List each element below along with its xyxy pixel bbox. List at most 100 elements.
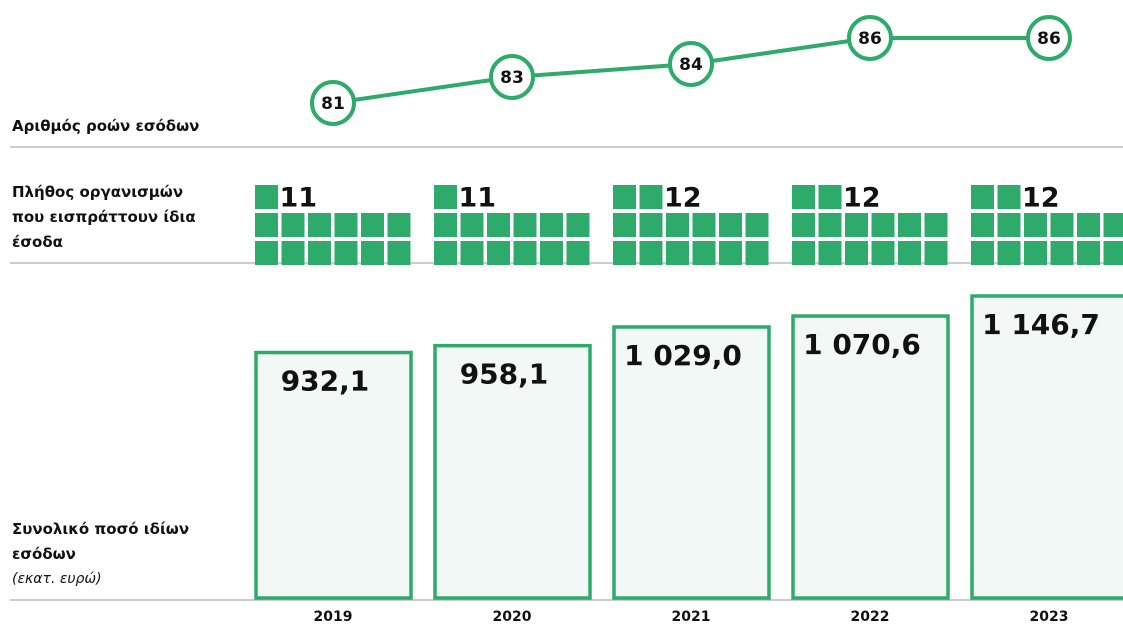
data-label: 86 xyxy=(858,29,882,49)
data-label: 1 070,6 xyxy=(803,328,921,361)
square xyxy=(898,241,921,265)
square xyxy=(792,241,815,265)
square xyxy=(692,241,716,265)
square xyxy=(898,213,921,237)
x-tick-label: 2023 xyxy=(1030,609,1069,625)
waffle xyxy=(613,185,769,265)
square xyxy=(613,213,636,237)
data-label: 84 xyxy=(679,55,703,75)
square xyxy=(666,213,689,237)
square xyxy=(719,241,742,265)
square xyxy=(745,241,769,265)
square xyxy=(513,241,537,265)
square xyxy=(513,213,537,237)
square xyxy=(924,241,948,265)
square xyxy=(434,185,457,209)
x-tick-label: 2021 xyxy=(672,609,711,625)
square xyxy=(719,213,742,237)
square xyxy=(639,185,663,209)
data-label: 1 029,0 xyxy=(624,339,742,372)
square xyxy=(434,241,457,265)
square xyxy=(971,213,994,237)
square xyxy=(818,185,842,209)
square xyxy=(792,185,815,209)
square xyxy=(971,241,994,265)
data-label: 11 xyxy=(280,183,318,214)
square xyxy=(997,213,1021,237)
square xyxy=(566,241,590,265)
square xyxy=(387,213,411,237)
square xyxy=(281,213,305,237)
row-label: Αριθμός ροών εσόδων xyxy=(12,117,200,135)
square xyxy=(434,213,457,237)
data-label: 86 xyxy=(1037,29,1061,49)
square xyxy=(997,241,1021,265)
square xyxy=(692,213,716,237)
square xyxy=(540,213,563,237)
data-label: 1 146,7 xyxy=(982,308,1100,341)
square xyxy=(361,241,384,265)
square xyxy=(361,213,384,237)
point xyxy=(489,54,535,100)
square xyxy=(540,241,563,265)
square xyxy=(255,185,278,209)
square xyxy=(308,241,331,265)
waffle xyxy=(971,185,1123,265)
square xyxy=(845,241,868,265)
waffle xyxy=(434,185,590,265)
square xyxy=(566,213,590,237)
square xyxy=(1050,241,1074,265)
square xyxy=(281,241,305,265)
square xyxy=(613,241,636,265)
x-tick-label: 2022 xyxy=(851,609,890,625)
square xyxy=(334,241,358,265)
square xyxy=(666,241,689,265)
bar xyxy=(791,314,950,600)
row-label: Πλήθος οργανισμών που εισπράττουν ίδια έ… xyxy=(12,183,196,251)
square xyxy=(924,213,948,237)
bar xyxy=(433,343,592,600)
data-label: 81 xyxy=(321,94,345,114)
data-label: 12 xyxy=(664,183,702,214)
square xyxy=(308,213,331,237)
square xyxy=(613,185,636,209)
x-tick-label: 2019 xyxy=(314,609,353,625)
bar xyxy=(254,350,413,600)
square xyxy=(792,213,815,237)
x-tick-label: 2020 xyxy=(493,609,532,625)
square xyxy=(255,241,278,265)
square xyxy=(971,185,994,209)
square xyxy=(818,213,842,237)
data-label: 83 xyxy=(500,68,524,88)
square xyxy=(460,213,484,237)
square xyxy=(745,213,769,237)
square xyxy=(460,241,484,265)
square xyxy=(1024,241,1047,265)
square xyxy=(1103,241,1123,265)
point xyxy=(310,80,356,126)
row-label: Συνολικό ποσό ιδίων εσόδων xyxy=(12,520,190,563)
square xyxy=(487,241,510,265)
row-sublabel: (εκατ. ευρώ) xyxy=(12,571,102,587)
data-label: 12 xyxy=(1022,183,1060,214)
square xyxy=(1077,213,1100,237)
square xyxy=(1024,213,1047,237)
data-label: 12 xyxy=(843,183,881,214)
data-label: 958,1 xyxy=(460,358,549,391)
waffle xyxy=(255,185,411,265)
data-label: 11 xyxy=(459,183,497,214)
bar xyxy=(970,294,1123,600)
square xyxy=(871,241,895,265)
square xyxy=(871,213,895,237)
square xyxy=(334,213,358,237)
waffle xyxy=(792,185,948,265)
square xyxy=(639,213,663,237)
bar xyxy=(612,325,771,600)
square xyxy=(1103,213,1123,237)
point xyxy=(668,41,714,87)
square xyxy=(387,241,411,265)
square xyxy=(639,241,663,265)
square xyxy=(1077,241,1100,265)
